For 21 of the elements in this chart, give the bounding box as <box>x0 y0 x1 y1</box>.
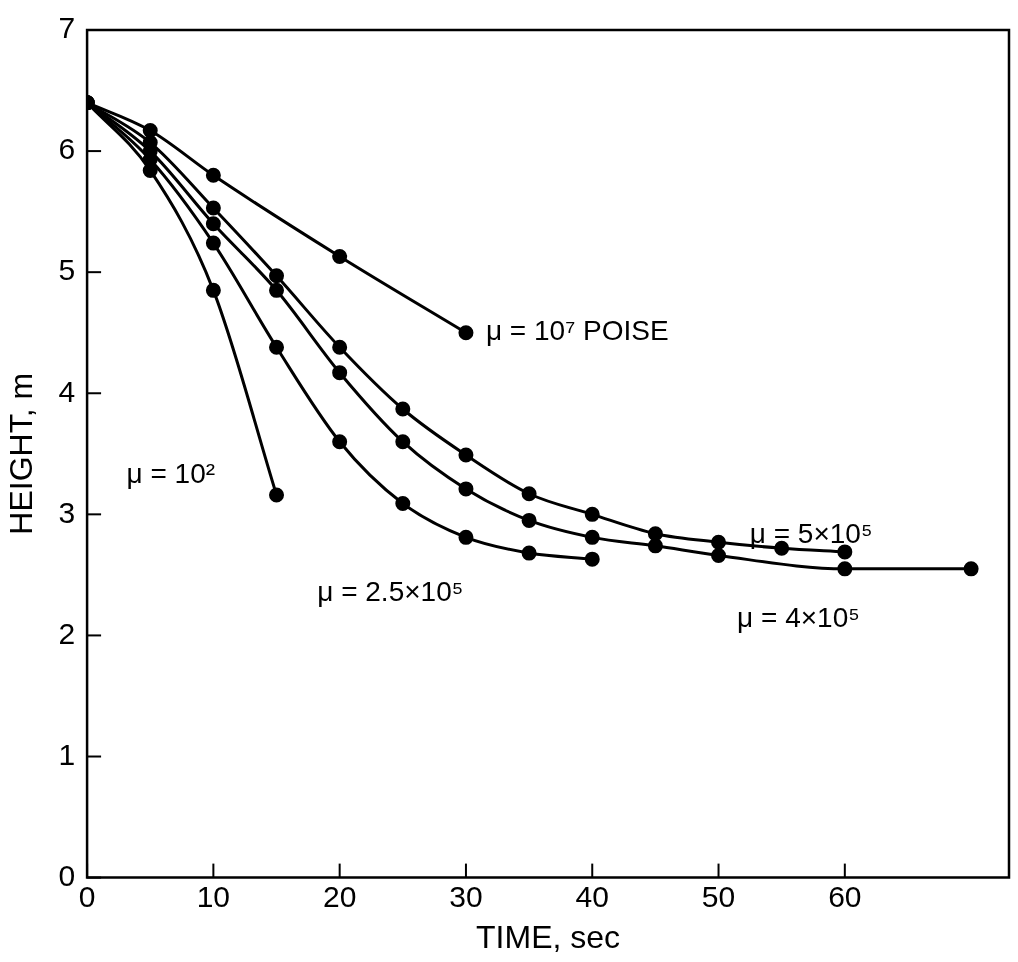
y-tick-label: 2 <box>58 616 76 650</box>
x-tick-label: 50 <box>701 879 736 913</box>
series-label: μ = 2.5×10⁵ <box>317 575 464 607</box>
x-tick-label: 30 <box>449 879 483 913</box>
series-label: μ = 10² <box>126 457 216 489</box>
y-tick-label: 6 <box>58 132 76 166</box>
series-label: μ = 10⁷ POISE <box>485 315 669 347</box>
series-label: μ = 4×10⁵ <box>737 601 860 633</box>
y-tick-label: 5 <box>58 253 76 287</box>
x-tick-label: 10 <box>196 879 231 913</box>
x-tick-label: 20 <box>322 879 357 913</box>
y-tick-label: 1 <box>58 737 76 771</box>
x-tick-label: 40 <box>575 879 609 913</box>
y-tick-label: 0 <box>58 858 76 892</box>
y-axis-title: HEIGHT, m <box>3 372 40 535</box>
y-tick-label: 4 <box>58 374 76 408</box>
x-tick-label: 60 <box>828 879 862 913</box>
series-label: μ = 5×10⁵ <box>749 517 873 549</box>
y-tick-label: 3 <box>58 495 76 529</box>
y-tick-label: 7 <box>58 11 76 45</box>
x-axis-title: TIME, sec <box>476 918 621 955</box>
